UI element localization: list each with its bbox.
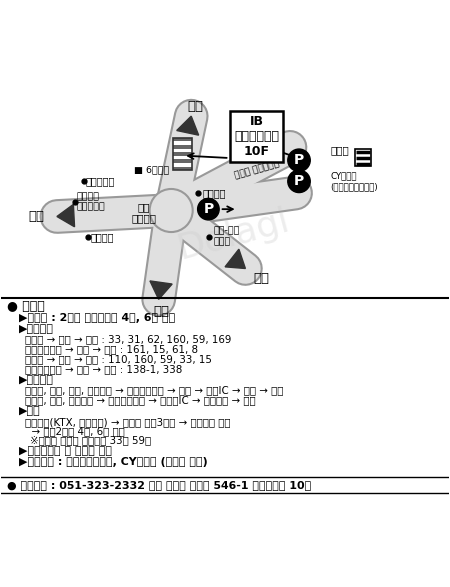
Text: ▶열차: ▶열차 (18, 406, 40, 417)
Text: ● 문의전화 : 051-323-2332 부산 사상구 괘법동 546-1 메디웰시티 10층: ● 문의전화 : 051-323-2332 부산 사상구 괘법동 546-1 메… (7, 480, 312, 490)
Text: ▶김해ㆍ부산 간 경전철 운행: ▶김해ㆍ부산 간 경전철 운행 (18, 446, 112, 457)
Circle shape (288, 170, 310, 193)
Text: P: P (203, 202, 214, 216)
Text: ● 교통편: ● 교통편 (7, 301, 45, 313)
Bar (173, 156, 192, 159)
Text: 김해-부산
경전철: 김해-부산 경전철 (214, 227, 240, 246)
Text: 국민은행: 국민은행 (202, 188, 226, 198)
Polygon shape (57, 204, 75, 227)
Bar (173, 163, 192, 167)
Text: ㆍ서면 → 주례 → 사상 : 33, 31, 62, 160, 59, 169: ㆍ서면 → 주례 → 사상 : 33, 31, 62, 160, 59, 169 (25, 334, 232, 344)
Text: ▶시내버스: ▶시내버스 (18, 324, 54, 334)
Text: 구포: 구포 (188, 100, 204, 113)
Text: ■ 6번출구: ■ 6번출구 (135, 166, 170, 174)
Polygon shape (150, 281, 172, 299)
Text: ▶지하철 : 2호선 사상지하철 4번, 6번 출구: ▶지하철 : 2호선 사상지하철 4번, 6번 출구 (18, 313, 175, 323)
Text: 사상
지하철역: 사상 지하철역 (132, 202, 157, 224)
Text: 대권안집: 대권안집 (90, 232, 114, 242)
Bar (173, 149, 192, 152)
Text: ㆍ마산, 진해, 창원에서 → 남해고속도로 → 서부산IC → 낙동대교 → 사상: ㆍ마산, 진해, 창원에서 → 남해고속도로 → 서부산IC → 낙동대교 → … (25, 395, 256, 405)
Bar (173, 138, 192, 141)
Text: ㆍ서울, 대구, 울산, 양산에서 → 경부고속도로 → 양산 → 대동IC → 구포 → 사상: ㆍ서울, 대구, 울산, 양산에서 → 경부고속도로 → 양산 → 대동IC →… (25, 386, 284, 396)
Circle shape (150, 189, 193, 232)
Text: CY주차장
(관광버스주차가능): CY주차장 (관광버스주차가능) (330, 171, 378, 191)
Text: 학장: 학장 (153, 305, 169, 318)
Text: ㆍ동래 → 구포 → 사상 : 110, 160, 59, 33, 15: ㆍ동래 → 구포 → 사상 : 110, 160, 59, 33, 15 (25, 354, 212, 364)
Bar (355, 149, 371, 166)
Bar (173, 138, 192, 170)
Text: 사상역 공영주차장: 사상역 공영주차장 (233, 160, 280, 181)
Circle shape (288, 149, 310, 171)
Polygon shape (225, 249, 245, 268)
Text: P: P (294, 174, 304, 188)
Bar (173, 159, 192, 163)
Text: ㆍ하단교차로 → 엄궁 → 사상 : 138-1, 338: ㆍ하단교차로 → 엄궁 → 사상 : 138-1, 338 (25, 364, 183, 374)
Text: Dolagi: Dolagi (174, 204, 294, 266)
Circle shape (198, 198, 219, 220)
Text: ㆍ구포역(KTX, 일반열차) → 지하철 구포3호선 → 덕천에서 환승: ㆍ구포역(KTX, 일반열차) → 지하철 구포3호선 → 덕천에서 환승 (25, 417, 231, 427)
Text: IB
아이비웨딩홀
10F: IB 아이비웨딩홀 10F (234, 115, 279, 158)
Bar (173, 141, 192, 145)
Text: ▶고속도로: ▶고속도로 (18, 375, 54, 385)
Text: → 사상2호선 4번, 6번 출구: → 사상2호선 4번, 6번 출구 (25, 426, 125, 436)
Bar (173, 145, 192, 149)
Text: ※구포역 맞은폭 버스노선 33번 59번: ※구포역 맞은폭 버스노선 33번 59번 (30, 436, 151, 446)
Text: 예플아울렛: 예플아울렛 (86, 176, 115, 186)
Bar (173, 152, 192, 156)
Text: P: P (294, 153, 304, 167)
Text: ▶주차안내 : 사상공영주차장, CY주차장 (주차비 지원): ▶주차안내 : 사상공영주차장, CY주차장 (주차비 지원) (18, 457, 207, 467)
Text: 김해: 김해 (29, 210, 45, 223)
Text: 사상역: 사상역 (330, 145, 349, 155)
Polygon shape (177, 116, 198, 135)
Text: 부산서부
시외터미널: 부산서부 시외터미널 (77, 192, 106, 211)
Bar (173, 167, 192, 170)
Text: 주례: 주례 (253, 272, 269, 285)
Text: ㆍ구덕운동장 → 감전 → 사상 : 161, 15, 61, 8: ㆍ구덕운동장 → 감전 → 사상 : 161, 15, 61, 8 (25, 344, 198, 354)
